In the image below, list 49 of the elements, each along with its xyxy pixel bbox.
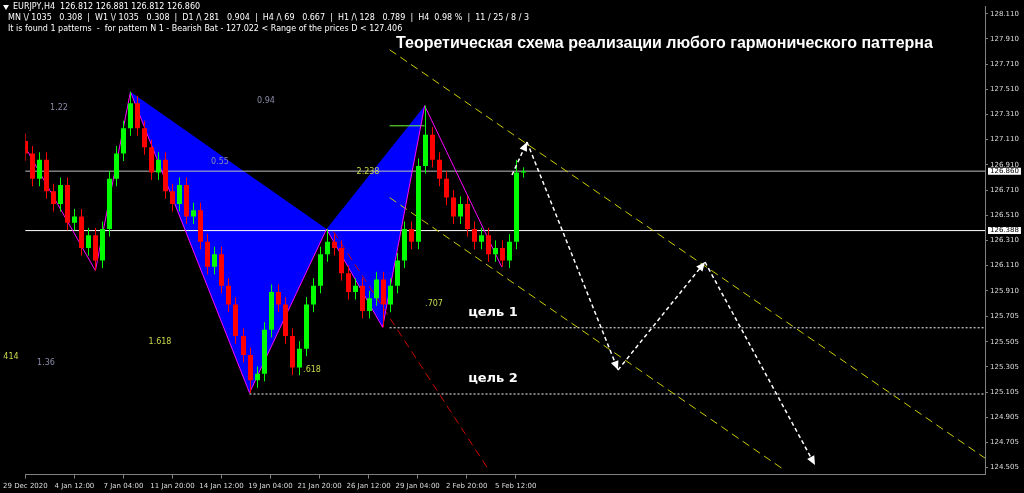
series-label: цель 1 bbox=[468, 304, 518, 320]
annotation: 0.94 bbox=[257, 96, 275, 106]
candlestick bbox=[37, 151, 42, 187]
candlestick bbox=[51, 183, 56, 212]
candlestick bbox=[86, 227, 91, 257]
candlestick bbox=[458, 195, 463, 225]
candlestick bbox=[451, 189, 456, 225]
candlestick bbox=[58, 176, 63, 212]
annotation: .618 bbox=[303, 365, 321, 375]
candlestick bbox=[479, 227, 484, 250]
annotation: .707 bbox=[425, 299, 443, 309]
candlestick bbox=[346, 265, 351, 301]
annotation: 1.618 bbox=[148, 337, 172, 347]
candlestick bbox=[156, 151, 161, 181]
annotation: It is found 1 patterns - for pattern N 1 - Bearish Bat - 127.022 < Range of the prices D < 127.406 bbox=[8, 24, 403, 33]
candlestick bbox=[367, 290, 372, 319]
candlestick bbox=[191, 202, 196, 225]
candlestick bbox=[142, 120, 147, 156]
candlestick bbox=[472, 221, 477, 250]
candlestick bbox=[493, 239, 498, 263]
candlestick bbox=[486, 227, 491, 263]
candlestick bbox=[177, 176, 182, 212]
candlestick bbox=[437, 151, 442, 187]
annotation: MN \/ 1035 0.308 | W1 \/ 1035 0.308 | D1 /\ 281 0.904 | H4 /\ 69 0.667 | H1 /\ 128 0.789 | H4 0.98 % | 11 / 25 / 8 / 3 bbox=[8, 13, 530, 22]
candlestick bbox=[409, 221, 414, 250]
candlestick bbox=[374, 271, 379, 307]
annotation: EURJPY,H4 126.812 126.881 126.812 126.860 bbox=[13, 2, 201, 11]
series-label: цель 2 bbox=[468, 370, 518, 386]
annotation: 0.55 bbox=[211, 157, 229, 167]
text: 414 bbox=[3, 352, 19, 362]
candlestick bbox=[297, 340, 302, 376]
candlestick bbox=[276, 283, 281, 313]
candlestick bbox=[507, 233, 512, 269]
candlestick bbox=[332, 233, 337, 257]
candlestick bbox=[241, 328, 246, 364]
candlestick bbox=[72, 208, 77, 231]
candlestick bbox=[444, 170, 449, 206]
candlestick bbox=[388, 277, 393, 313]
candlestick bbox=[170, 183, 175, 212]
candlestick bbox=[255, 365, 260, 389]
annotation: 1.36 bbox=[37, 358, 55, 368]
text: Теоретическая схема реализации любого гармонического паттерна bbox=[396, 34, 933, 52]
candlestick bbox=[212, 246, 217, 275]
candlestick bbox=[353, 277, 358, 301]
candlestick bbox=[311, 277, 316, 313]
candlestick bbox=[500, 239, 505, 268]
candlestick bbox=[325, 228, 330, 263]
candlestick bbox=[226, 277, 231, 313]
annotation: 1.22 bbox=[50, 103, 68, 113]
